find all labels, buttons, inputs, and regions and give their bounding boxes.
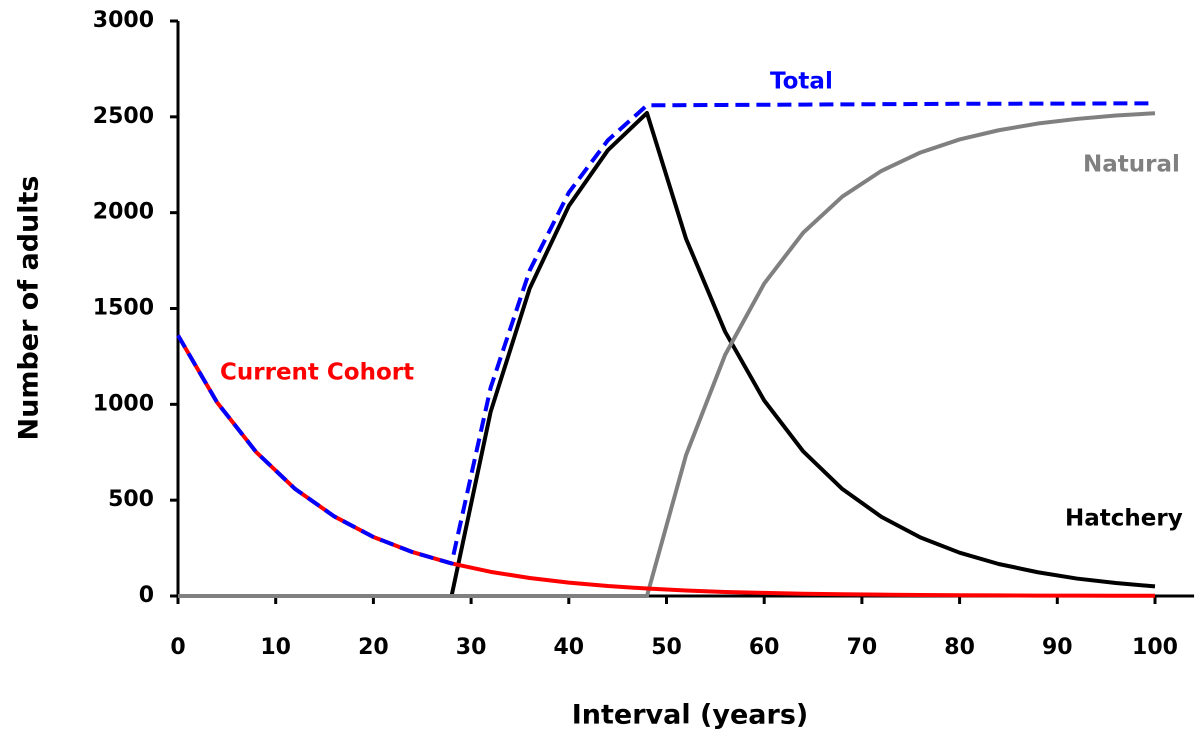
- y-tick-label: 1000: [93, 391, 154, 416]
- y-tick-label: 2000: [93, 200, 154, 225]
- x-tick-label: 40: [553, 635, 584, 660]
- y-tick-label: 2500: [93, 104, 154, 129]
- series-line: [178, 111, 1156, 598]
- series-label: Hatchery: [1065, 506, 1183, 532]
- x-axis-title: Interval (years): [572, 700, 808, 731]
- x-tick-label: 30: [456, 635, 487, 660]
- x-tick-label: 60: [749, 635, 780, 660]
- x-tick-label: 0: [170, 635, 185, 660]
- series-label: Current Cohort: [220, 360, 414, 386]
- x-tick-label: 20: [358, 635, 389, 660]
- series-label: Natural: [1083, 152, 1180, 178]
- x-tick-label: 100: [1132, 635, 1178, 660]
- x-tick-label: 10: [260, 635, 291, 660]
- x-tick-label: 80: [944, 635, 975, 660]
- series-line: [176, 334, 1155, 598]
- y-tick-label: 0: [139, 583, 154, 608]
- y-axis-title: Number of adults: [14, 175, 45, 440]
- x-tick-label: 90: [1042, 635, 1073, 660]
- x-tick-label: 70: [847, 635, 878, 660]
- series-label: Total: [770, 69, 833, 95]
- series-line: [176, 101, 1155, 566]
- y-tick-label: 1500: [93, 296, 154, 321]
- x-tick-label: 50: [651, 635, 682, 660]
- y-tick-label: 500: [108, 487, 154, 512]
- y-tick-label: 3000: [93, 8, 154, 33]
